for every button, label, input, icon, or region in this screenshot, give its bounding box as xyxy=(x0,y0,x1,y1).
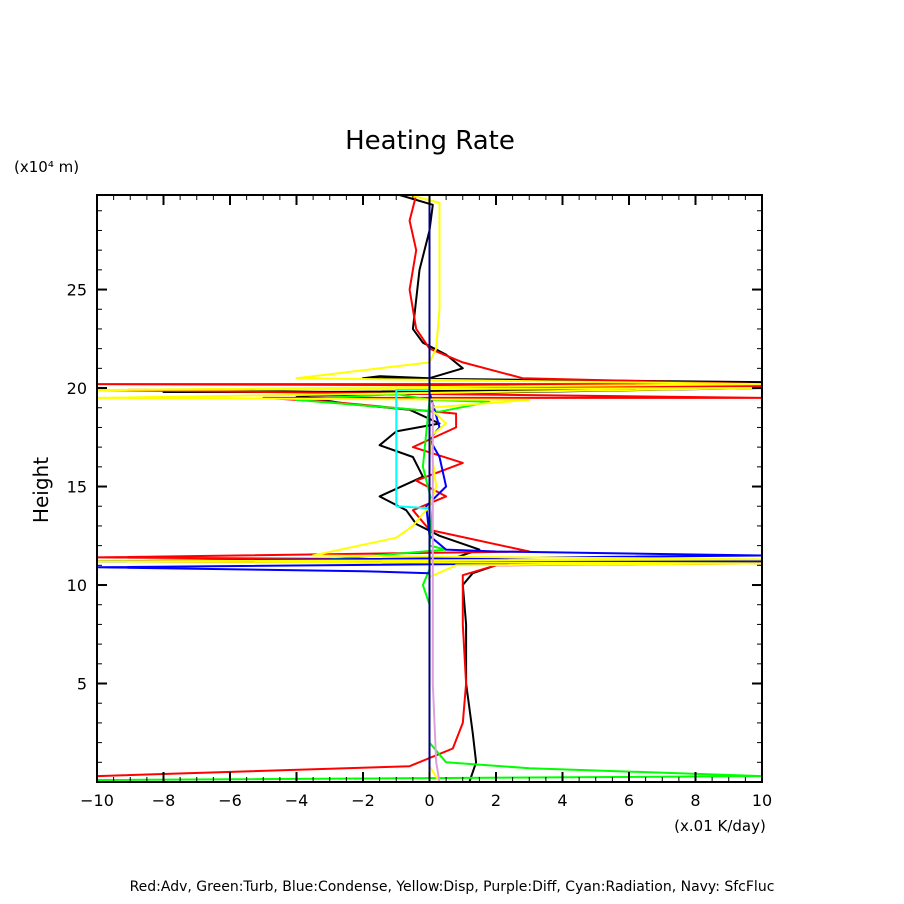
chart-title: Heating Rate xyxy=(345,126,515,156)
x-tick-label: −8 xyxy=(152,791,176,810)
series-condense xyxy=(96,391,763,782)
x-tick-label: −4 xyxy=(285,791,309,810)
series-sfcfluc xyxy=(97,195,763,783)
x-tick-label: 4 xyxy=(557,791,567,810)
y-tick-label: 15 xyxy=(67,478,87,497)
x-tick-label: 10 xyxy=(752,791,772,810)
series-disp xyxy=(96,194,763,783)
y-axis-label: Height xyxy=(29,457,53,523)
series-layer xyxy=(96,194,763,783)
y-tick-label: 5 xyxy=(77,675,87,694)
x-tick-label: 2 xyxy=(491,791,501,810)
x-tick-label: 0 xyxy=(424,791,434,810)
x-axis-label: (x.01 K/day) xyxy=(674,817,766,835)
x-tick-label: −2 xyxy=(351,791,375,810)
y-tick-label: 10 xyxy=(67,576,87,595)
y-tick-label: 25 xyxy=(67,281,87,300)
x-tick-label: −10 xyxy=(80,791,114,810)
x-tick-label: 6 xyxy=(624,791,634,810)
y-unit-label: (x10⁴ m) xyxy=(14,158,79,176)
x-tick-label: 8 xyxy=(690,791,700,810)
y-tick-label: 20 xyxy=(67,379,87,398)
series-diff xyxy=(431,401,441,783)
x-tick-label: −6 xyxy=(218,791,242,810)
legend-text: Red:Adv, Green:Turb, Blue:Condense, Yell… xyxy=(130,879,775,895)
tick-layer: −10 −8 −6 −4 −2 0 2 4 6 8 10 5 10 15 20 25 xyxy=(67,195,772,810)
series-total xyxy=(162,194,763,783)
series-radiation xyxy=(395,389,431,510)
